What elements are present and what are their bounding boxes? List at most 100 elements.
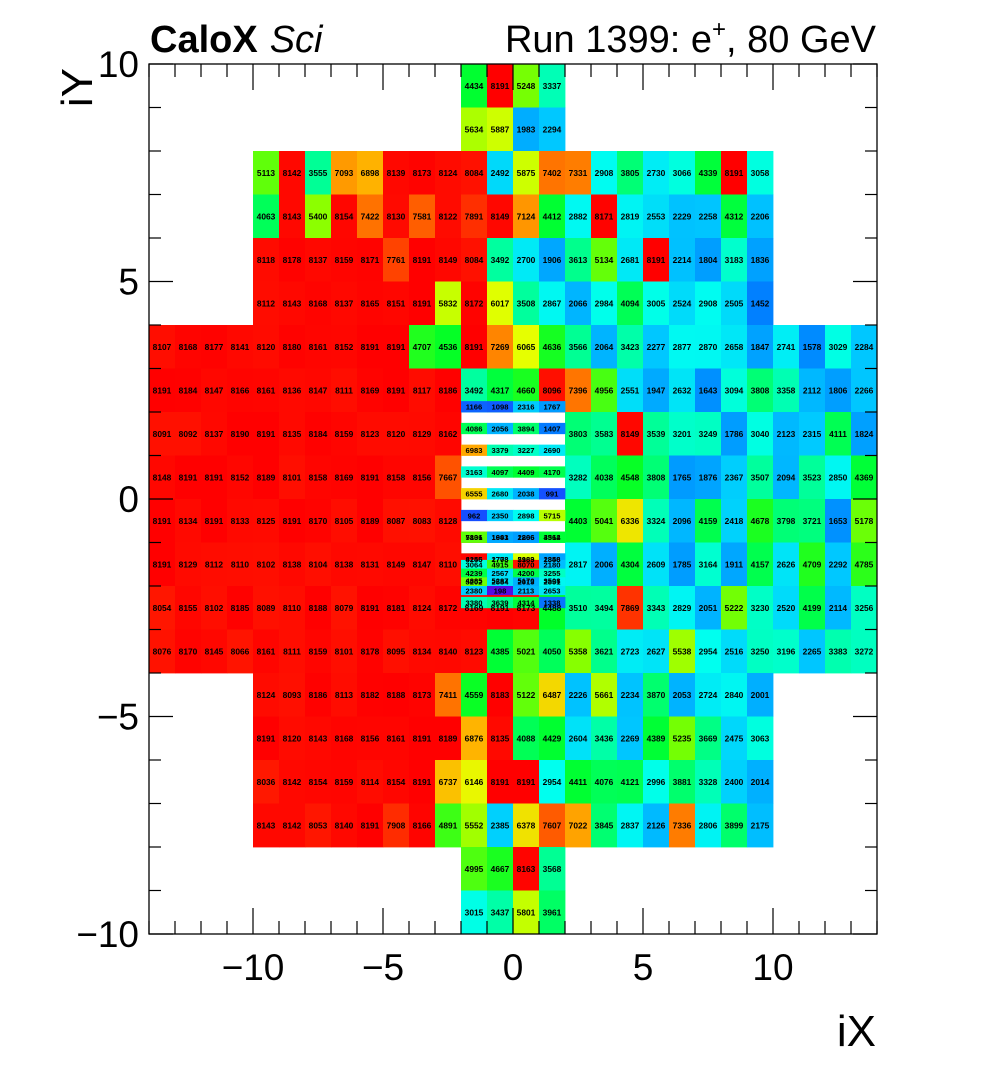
cell-value-label: 5113: [257, 168, 276, 178]
cell-value-label: 8142: [283, 820, 302, 830]
cell-value-label: 6378: [517, 820, 536, 830]
cell-value-label: 8149: [439, 255, 458, 265]
heatmap-cell: [721, 586, 748, 630]
cell-value-label: 8191: [257, 429, 276, 439]
cell-value-label: 3272: [855, 646, 874, 656]
cell-value-label: 2870: [699, 342, 718, 352]
cell-value-label: 8136: [283, 385, 302, 395]
heatmap-cell: [591, 368, 618, 413]
cell-value-label: 2837: [621, 820, 640, 830]
heatmap-cell: [565, 281, 592, 326]
heatmap-cell: [565, 455, 592, 500]
heatmap-cell: [435, 194, 462, 239]
cell-value-label: 7022: [569, 820, 588, 830]
x-tick-label: 10: [752, 947, 793, 988]
heatmap-cell: [357, 238, 384, 282]
heatmap-cell: [565, 629, 592, 674]
heatmap-cell: [279, 499, 306, 543]
cell-value-label: 3227: [518, 446, 535, 455]
heatmap-cell: [799, 542, 826, 587]
heatmap-cell: [435, 673, 462, 717]
cell-value-label: 2553: [647, 211, 666, 221]
cell-value-label: 2680: [492, 490, 509, 499]
cell-value-label: 4559: [465, 690, 484, 700]
heatmap-cell: [565, 368, 592, 413]
cell-value-label: 2234: [621, 690, 640, 700]
cell-value-label: 6737: [439, 777, 458, 787]
heatmap-cell: [435, 629, 462, 674]
cell-value-label: 2524: [673, 298, 692, 308]
heatmap-cell: [669, 325, 696, 369]
cell-value-label: 3894: [518, 424, 536, 433]
heatmap-cell: [539, 151, 566, 195]
cell-value-label: 8180: [283, 342, 302, 352]
heatmap-cell: [591, 586, 618, 630]
cell-value-label: 6146: [465, 777, 484, 787]
cell-value-label: 8188: [387, 690, 406, 700]
cell-value-label: 5101: [466, 533, 484, 542]
cell-value-label: 8147: [309, 385, 328, 395]
cell-value-label: 8134: [413, 646, 432, 656]
cell-value-label: 2730: [647, 168, 666, 178]
heatmap-cell: [435, 238, 462, 282]
cell-value-label: 8183: [491, 690, 510, 700]
cell-value-label: 2851: [544, 578, 562, 587]
cell-value-label: 2632: [673, 385, 692, 395]
heatmap-cell: [539, 673, 566, 717]
heatmap-cell: [409, 238, 436, 282]
heatmap-cell: [461, 194, 488, 239]
cell-value-label: 8191: [205, 516, 224, 526]
cell-value-label: 8172: [465, 298, 484, 308]
heatmap-cell: [851, 542, 878, 587]
cell-value-label: 3005: [647, 298, 666, 308]
heatmap-cell: [773, 499, 800, 543]
heatmap-cell: [617, 325, 644, 369]
heatmap-cell: [279, 238, 306, 282]
heatmap-cell: [357, 716, 384, 761]
heatmap-cell: [565, 325, 592, 369]
heatmap-cell: [487, 760, 514, 804]
heatmap-cell: [409, 803, 436, 848]
heatmap-cell: [825, 368, 852, 413]
heatmap-cell: [383, 281, 410, 326]
cell-value-label: 8141: [231, 342, 250, 352]
cell-value-label: 3066: [673, 168, 692, 178]
cell-value-label: 6898: [361, 168, 380, 178]
heatmap-cell: [487, 553, 514, 565]
cell-value-label: 8152: [231, 472, 250, 482]
heatmap-cell: [539, 444, 566, 456]
heatmap-cell: [409, 455, 436, 500]
cell-value-label: 2258: [699, 211, 718, 221]
heatmap-cell: [513, 629, 540, 674]
heatmap-cell: [305, 325, 332, 369]
heatmap-cell: [409, 325, 436, 369]
cell-value-label: 8101: [283, 472, 302, 482]
cell-value-label: 4088: [517, 733, 536, 743]
cell-value-label: 2516: [725, 646, 744, 656]
cell-value-label: 8173: [413, 168, 432, 178]
cell-value-label: 8147: [205, 385, 224, 395]
heatmap-cell: [851, 325, 878, 369]
cell-value-label: 8053: [309, 820, 328, 830]
heatmap-cell: [747, 368, 774, 413]
cell-value-label: 1847: [751, 342, 770, 352]
heatmap-cell: [669, 194, 696, 239]
cell-value-label: 2006: [595, 559, 614, 569]
heatmap-cell: [175, 499, 202, 543]
cell-value-label: 3163: [466, 468, 483, 477]
heatmap-cell: [331, 281, 358, 326]
cell-value-label: 3523: [803, 472, 822, 482]
heatmap-cell: [383, 325, 410, 369]
heatmap-cell: [747, 586, 774, 630]
cell-value-label: 2954: [543, 777, 562, 787]
heatmap-cell: [513, 531, 540, 543]
heatmap-cell: [487, 531, 514, 543]
heatmap-cell: [175, 629, 202, 674]
heatmap-cell: [461, 568, 488, 578]
heatmap-cell: [721, 194, 748, 239]
cell-value-label: 3510: [569, 603, 588, 613]
heatmap-cell: [825, 586, 852, 630]
heatmap-cell: [227, 629, 254, 674]
cell-value-label: 3803: [569, 429, 588, 439]
cell-value-label: 4364: [544, 533, 562, 542]
